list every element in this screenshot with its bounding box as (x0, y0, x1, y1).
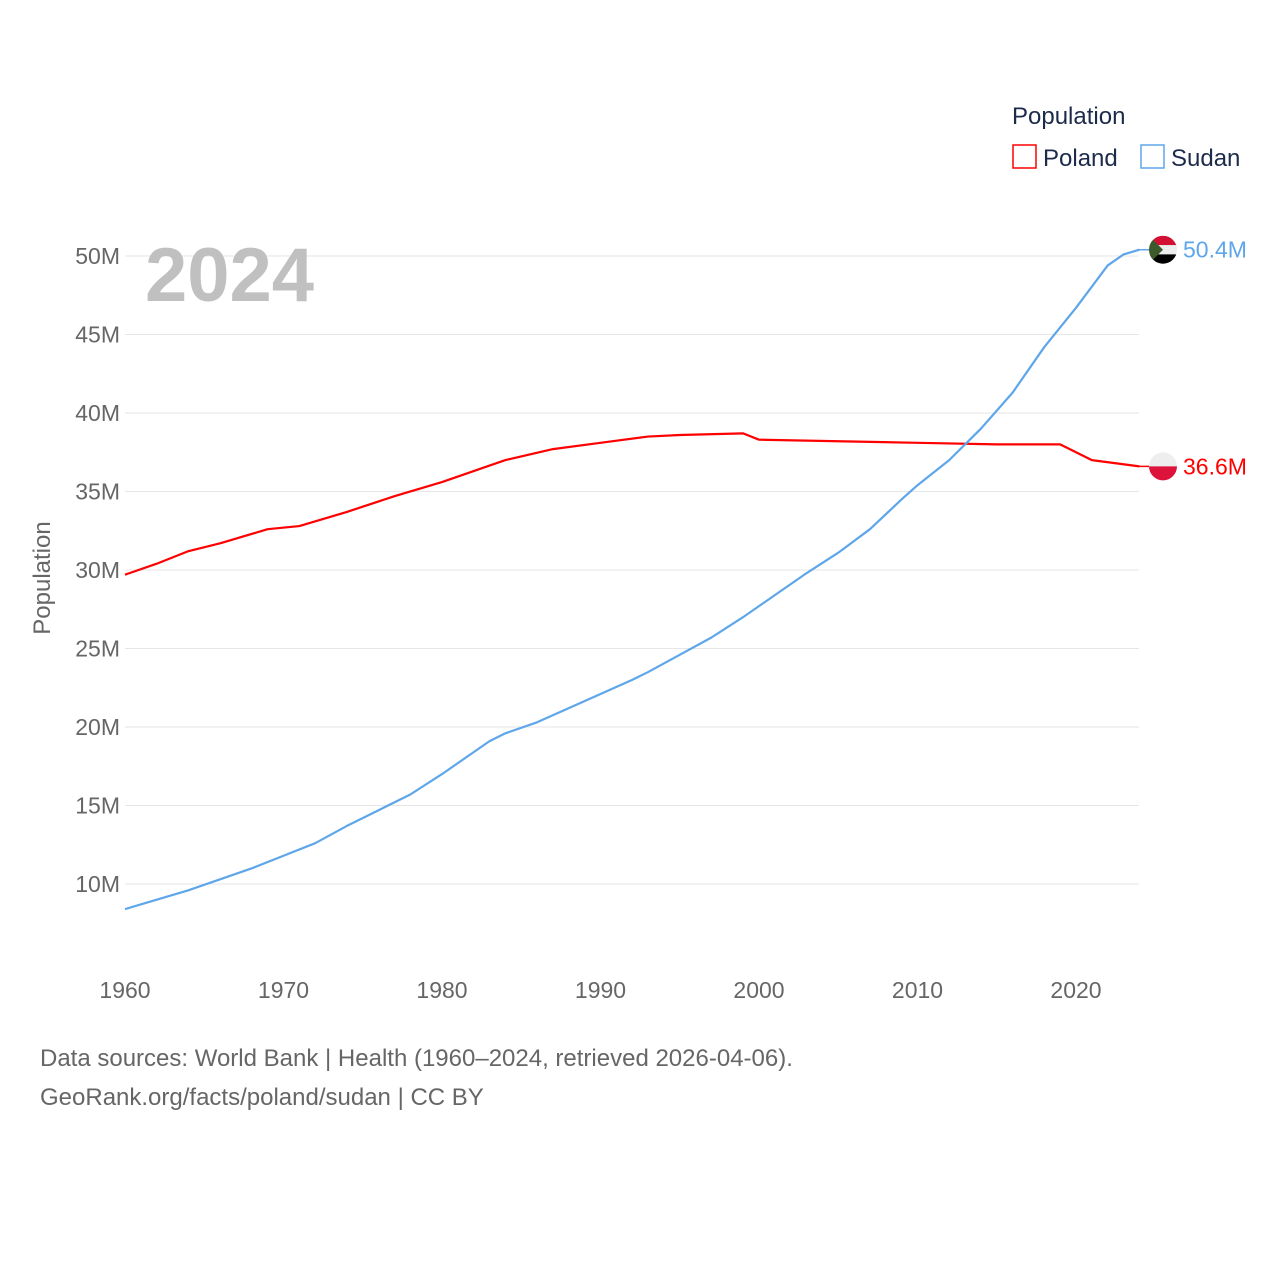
legend-label-poland: Poland (1043, 145, 1118, 172)
y-tick-label: 50M (75, 243, 120, 269)
y-tick-label: 25M (75, 636, 120, 662)
footer-link[interactable]: GeoRank.org/facts/poland/sudan | CC BY (40, 1084, 484, 1111)
legend-label-sudan: Sudan (1171, 145, 1240, 172)
legend-swatch-sudan (1140, 144, 1165, 169)
legend-title: Population (1012, 103, 1125, 130)
legend-swatch-poland (1012, 144, 1037, 169)
x-tick-label: 2020 (1050, 977, 1101, 1003)
year-label: 2024 (145, 233, 314, 318)
series-line-sudan (124, 248, 1140, 911)
y-axis-label: Population (29, 521, 56, 634)
y-tick-label: 15M (75, 793, 120, 819)
poland-flag-icon (1149, 452, 1177, 481)
series-line-poland (124, 432, 1140, 576)
y-tick-label: 40M (75, 400, 120, 426)
x-tick-label: 1960 (99, 977, 150, 1003)
x-tick-label: 2010 (892, 977, 943, 1003)
y-tick-label: 10M (75, 871, 120, 897)
x-tick-label: 1970 (258, 977, 309, 1003)
x-tick-label: 1990 (575, 977, 626, 1003)
sudan-flag-icon (1149, 235, 1177, 264)
y-tick-label: 30M (75, 557, 120, 583)
y-tick-label: 35M (75, 479, 120, 505)
end-value-label-sudan: 50.4M (1183, 237, 1247, 263)
end-value-label-poland: 36.6M (1183, 453, 1247, 479)
footer-sources: Data sources: World Bank | Health (1960–… (40, 1045, 793, 1072)
x-tick-label: 1980 (416, 977, 467, 1003)
x-tick-label: 2000 (733, 977, 784, 1003)
y-tick-label: 20M (75, 714, 120, 740)
y-tick-label: 45M (75, 322, 120, 348)
